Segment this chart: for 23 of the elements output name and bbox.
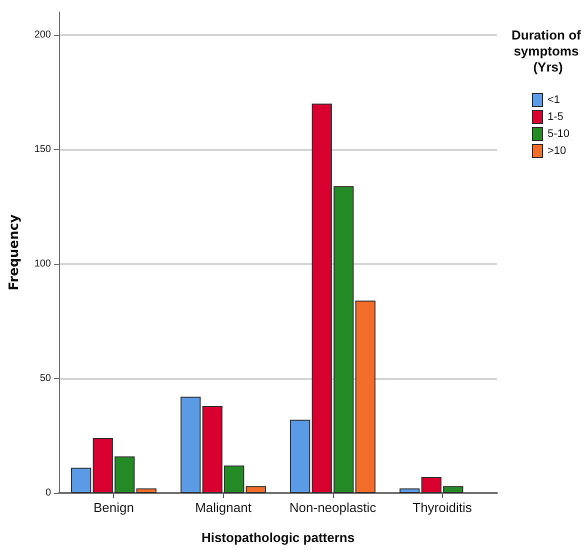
bar [180, 396, 201, 493]
x-axis-title: Histopathologic patterns [201, 530, 355, 545]
bar [290, 420, 310, 493]
y-tick-label: 100 [34, 258, 52, 270]
bar [136, 488, 156, 493]
legend-title: Duration of symptoms (Yrs) [512, 28, 584, 74]
bar [355, 300, 376, 493]
x-tick-label: Benign [94, 500, 134, 515]
legend-label: 1-5 [548, 111, 564, 123]
x-tick-label: Malignant [195, 500, 252, 515]
legend-label: <1 [548, 94, 560, 106]
y-tick-label: 0 [45, 488, 52, 498]
bar [71, 468, 92, 493]
bar [246, 486, 266, 493]
x-tick-label: Non-neoplastic [289, 500, 377, 515]
y-tick-label: 50 [40, 372, 52, 384]
y-axis-title: Frequency [7, 214, 22, 291]
legend-label: 5-10 [548, 128, 570, 140]
bar [400, 488, 420, 493]
y-tick-label: 150 [34, 144, 52, 155]
legend-label: >10 [548, 145, 566, 157]
y-tick-label: 200 [34, 29, 52, 40]
x-tick-label: Thyroiditis [412, 500, 472, 515]
